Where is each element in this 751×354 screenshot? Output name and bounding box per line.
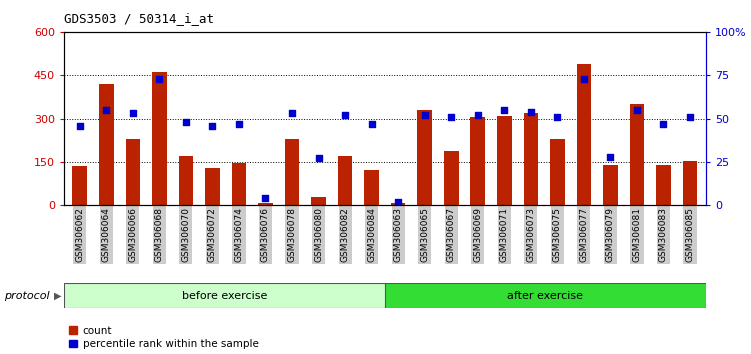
Point [101, 107, 113, 113]
Bar [338, 156, 352, 205]
Bar [523, 113, 538, 205]
Bar [99, 84, 113, 205]
Point [605, 154, 617, 160]
Text: protocol: protocol [4, 291, 50, 301]
Bar [497, 116, 511, 205]
Point [551, 114, 563, 120]
Text: ▶: ▶ [54, 291, 62, 301]
Point [392, 199, 404, 205]
Point [339, 112, 351, 118]
Bar [72, 166, 87, 205]
Bar [231, 164, 246, 205]
Point [74, 123, 86, 129]
Bar [64, 283, 385, 308]
Point [525, 109, 537, 114]
Bar [656, 165, 671, 205]
Bar [418, 110, 432, 205]
Legend: count, percentile rank within the sample: count, percentile rank within the sample [69, 326, 258, 349]
Point [684, 114, 696, 120]
Bar [550, 139, 565, 205]
Point [233, 121, 245, 127]
Bar [205, 168, 220, 205]
Point [180, 119, 192, 125]
Point [498, 107, 510, 113]
Bar [444, 151, 459, 205]
Bar [285, 139, 300, 205]
Point [127, 110, 139, 116]
Point [631, 107, 643, 113]
Text: after exercise: after exercise [508, 291, 584, 301]
Bar [391, 203, 406, 205]
Bar [470, 117, 485, 205]
Point [445, 114, 457, 120]
Point [286, 110, 298, 116]
Point [153, 76, 165, 81]
Bar [629, 104, 644, 205]
Point [657, 121, 669, 127]
Bar [577, 64, 591, 205]
Point [472, 112, 484, 118]
Bar [603, 165, 618, 205]
Text: before exercise: before exercise [182, 291, 267, 301]
Bar [258, 203, 273, 205]
Point [418, 112, 430, 118]
Bar [385, 283, 706, 308]
Bar [311, 197, 326, 205]
Bar [179, 156, 193, 205]
Bar [364, 170, 379, 205]
Bar [152, 72, 167, 205]
Point [260, 195, 272, 201]
Point [312, 156, 324, 161]
Point [578, 76, 590, 81]
Point [366, 121, 378, 127]
Text: GDS3503 / 50314_i_at: GDS3503 / 50314_i_at [64, 12, 214, 25]
Point [207, 123, 219, 129]
Bar [125, 139, 140, 205]
Bar [683, 161, 698, 205]
